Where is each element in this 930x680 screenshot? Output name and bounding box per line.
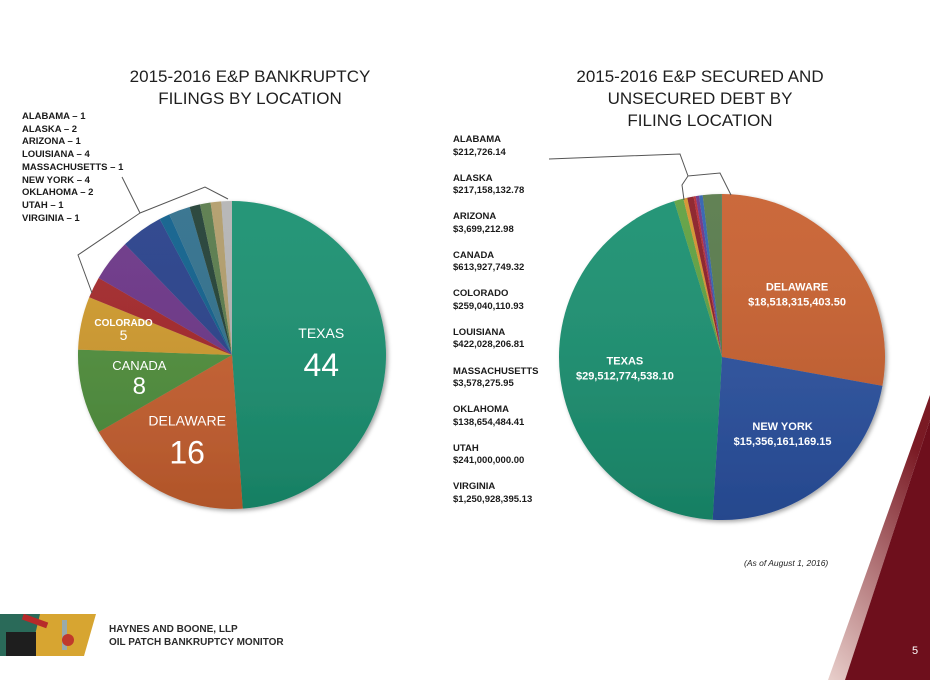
debt-chart-title: 2015-2016 E&P SECURED AND UNSECURED DEBT… — [540, 66, 860, 132]
filings-callout-bracket — [77, 176, 229, 294]
debt-value-texas: $29,512,774,538.10 — [576, 371, 674, 383]
debt-title-line-1: 2015-2016 E&P SECURED AND — [576, 67, 824, 86]
corner-stripe — [828, 395, 930, 680]
debt-legend-name: ALABAMA — [453, 134, 502, 145]
debt-legend-item: ALASKA $217,158,132.78 — [453, 173, 539, 212]
debt-legend-amount: $3,578,275.95 — [453, 378, 514, 390]
filings-legend-item: LOUISIANA – 4 — [22, 149, 90, 161]
debt-legend-amount: $138,654,484.41 — [453, 416, 525, 428]
publication-name: OIL PATCH BANKRUPTCY MONITOR — [109, 636, 284, 648]
debt-legend-amount: $613,927,749.32 — [453, 262, 525, 274]
debt-legend-name: COLORADO — [453, 288, 509, 300]
debt-title-line-3: FILING LOCATION — [627, 111, 773, 130]
debt-legend-item: UTAH $241,000,000.00 — [453, 443, 539, 482]
debt-legend-name: ALASKA — [453, 172, 493, 184]
debt-shading — [559, 194, 885, 520]
debt-legend-amount: $241,000,000.00 — [453, 455, 525, 467]
debt-label-texas: TEXAS — [607, 356, 644, 368]
debt-legend-amount: $259,040,110.93 — [453, 300, 524, 312]
debt-label-new-york: NEW YORK — [752, 421, 812, 433]
debt-pie — [559, 194, 885, 520]
debt-legend-item: LOUISIANA $422,028,206.81 — [453, 327, 539, 366]
debt-legend-item: ARIZONA $3,699,212.98 — [453, 211, 539, 250]
filings-value-delaware: 16 — [169, 434, 205, 470]
debt-legend-item: MASSACHUSETTS $3,578,275.95 — [453, 366, 539, 405]
filings-label-texas: TEXAS — [298, 325, 344, 341]
filings-label-colorado: COLORADO — [94, 318, 153, 329]
debt-legend-amount: $3,699,212.98 — [453, 223, 514, 235]
filings-legend-item: ALABAMA – 1 — [22, 111, 86, 122]
footer-text: HAYNES AND BOONE, LLP OIL PATCH BANKRUPT… — [109, 624, 284, 649]
filings-legend-item: VIRGINIA – 1 — [22, 212, 80, 224]
debt-legend: ALABAMA $212,726.14 ALASKA $217,158,132.78… — [453, 134, 539, 520]
filings-label-delaware: DELAWARE — [148, 412, 226, 428]
filings-legend-item: NEW YORK – 4 — [22, 174, 90, 186]
debt-legend-amount: $422,028,206.81 — [453, 339, 525, 351]
firm-name: HAYNES AND BOONE, LLP — [109, 624, 238, 635]
filings-legend: ALABAMA – 1 ALASKA – 2 ARIZONA – 1 LOUIS… — [22, 111, 123, 225]
filings-legend-item: MASSACHUSETTS – 1 — [22, 161, 124, 173]
corner-maroon-panel — [845, 420, 930, 680]
debt-label-delaware: DELAWARE — [766, 281, 828, 293]
debt-legend-amount: $1,250,928,395.13 — [453, 493, 533, 505]
debt-value-delaware: $18,518,315,403.50 — [748, 296, 846, 308]
debt-title-line-2: UNSECURED DEBT BY — [607, 89, 793, 108]
debt-legend-item: VIRGINIA $1,250,928,395.13 — [453, 481, 539, 520]
debt-legend-amount: $212,726.14 — [453, 146, 506, 158]
debt-legend-name: VIRGINIA — [453, 481, 496, 493]
debt-legend-item: OKLAHOMA $138,654,484.41 — [453, 404, 539, 443]
filings-legend-item: ALASKA – 2 — [22, 123, 78, 135]
debt-legend-item: CANADA $613,927,749.32 — [453, 250, 539, 289]
debt-legend-name: UTAH — [453, 442, 479, 454]
filings-legend-item: UTAH – 1 — [22, 199, 64, 211]
filings-title-line-1: 2015-2016 E&P BANKRUPTCY — [129, 67, 371, 86]
debt-legend-item: ALABAMA $212,726.14 — [453, 134, 539, 173]
page-number: 5 — [912, 645, 919, 657]
filings-title-line-2: FILINGS BY LOCATION — [158, 89, 342, 108]
debt-legend-name: MASSACHUSETTS — [453, 365, 539, 377]
debt-legend-name: OKLAHOMA — [453, 404, 509, 416]
filings-value-texas: 44 — [303, 347, 339, 383]
filings-pie — [78, 201, 387, 510]
debt-value-new-york: $15,356,161,169.15 — [734, 436, 832, 448]
debt-legend-amount: $217,158,132.78 — [453, 185, 525, 197]
debt-legend-name: CANADA — [453, 249, 495, 261]
debt-legend-item: COLORADO $259,040,110.93 — [453, 288, 539, 327]
filings-legend-item: ARIZONA – 1 — [22, 136, 81, 148]
filings-shading — [78, 201, 386, 509]
debt-legend-name: ARIZONA — [453, 211, 497, 223]
as-of-date: (As of August 1, 2016) — [744, 558, 829, 568]
filings-legend-item: OKLAHOMA – 2 — [22, 187, 94, 199]
debt-callout-bracket — [548, 153, 732, 201]
filings-value-canada: 8 — [133, 373, 146, 400]
oil-pump-logo — [0, 614, 96, 656]
debt-legend-name: LOUISIANA — [453, 326, 506, 338]
filings-label-canada: CANADA — [112, 358, 167, 373]
filings-chart-title: 2015-2016 E&P BANKRUPTCY FILINGS BY LOCA… — [90, 66, 410, 110]
filings-value-colorado: 5 — [120, 327, 128, 343]
